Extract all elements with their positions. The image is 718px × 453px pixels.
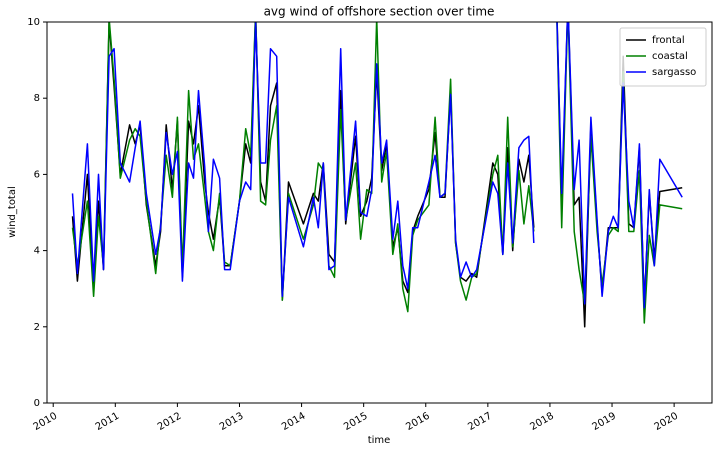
y-tick-label: 6 bbox=[34, 169, 40, 180]
y-tick-label: 0 bbox=[34, 398, 40, 409]
chart-title: avg wind of offshore section over time bbox=[264, 5, 495, 19]
y-tick-label: 4 bbox=[34, 246, 40, 257]
plot-frame bbox=[46, 21, 713, 404]
x-tick-label: 2014 bbox=[280, 411, 308, 433]
x-tick-label: 2012 bbox=[156, 411, 184, 433]
series-line bbox=[71, 22, 683, 309]
y-tick-label: 10 bbox=[27, 17, 40, 28]
x-tick-label: 2019 bbox=[590, 411, 618, 433]
x-tick-label: 2010 bbox=[32, 411, 60, 433]
x-tick-label: 2015 bbox=[342, 411, 370, 433]
y-axis-label: wind_total bbox=[7, 186, 18, 238]
x-tick-label: 2013 bbox=[218, 411, 246, 433]
x-tick-label: 2020 bbox=[653, 411, 681, 433]
x-tick-label: 2018 bbox=[528, 411, 556, 433]
y-tick-label: 8 bbox=[34, 93, 40, 104]
legend: frontal coastal sargasso bbox=[619, 27, 707, 87]
x-tick-label: 2011 bbox=[94, 411, 122, 433]
x-tick-label: 2016 bbox=[404, 411, 432, 433]
legend-label: coastal bbox=[652, 51, 688, 62]
plot-area bbox=[71, 22, 683, 328]
x-tick-label: 2017 bbox=[466, 411, 494, 433]
x-axis-label: time bbox=[368, 435, 391, 446]
legend-label: sargasso bbox=[652, 67, 696, 78]
y-tick-label: 2 bbox=[34, 322, 40, 333]
legend-label: frontal bbox=[652, 35, 685, 46]
